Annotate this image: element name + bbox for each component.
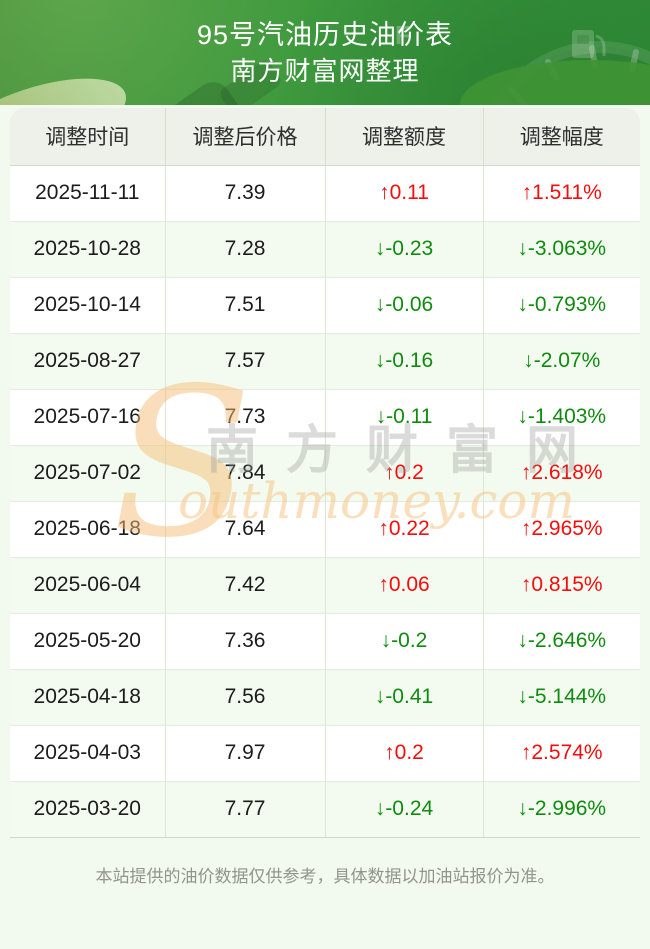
table-row: 2025-07-16 7.73 ↓-0.11 ↓-1.403% <box>10 389 640 446</box>
cell-change: ↑0.22 <box>325 501 484 558</box>
header-banner: F 95号汽油历史油价表 南方财富网整理 <box>0 0 650 105</box>
cell-date: 2025-08-27 <box>10 333 166 390</box>
cell-change: ↓-0.41 <box>325 669 484 726</box>
table-row: 2025-04-18 7.56 ↓-0.41 ↓-5.144% <box>10 669 640 726</box>
price-table-container: 调整时间 调整后价格 调整额度 调整幅度 2025-11-11 7.39 ↑0.11… <box>10 108 640 838</box>
svg-text:F: F <box>395 20 411 50</box>
cell-price: 7.73 <box>165 389 326 446</box>
cell-pct: ↓-5.144% <box>483 669 640 726</box>
cell-date: 2025-07-02 <box>10 445 166 502</box>
cell-pct: ↑1.511% <box>483 165 640 222</box>
cell-pct: ↓-1.403% <box>483 389 640 446</box>
cell-change: ↓-0.2 <box>325 613 484 670</box>
table-row: 2025-11-11 7.39 ↑0.11 ↑1.511% <box>10 165 640 222</box>
cell-price: 7.97 <box>165 725 326 782</box>
column-header-percent: 调整幅度 <box>483 108 640 166</box>
table-row: 2025-04-03 7.97 ↑0.2 ↑2.574% <box>10 725 640 782</box>
cell-date: 2025-07-16 <box>10 389 166 446</box>
cell-change: ↓-0.23 <box>325 221 484 278</box>
page-subtitle: 南方财富网整理 <box>230 56 420 86</box>
column-header-price: 调整后价格 <box>165 108 326 166</box>
cell-date: 2025-03-20 <box>10 781 166 838</box>
cell-price: 7.39 <box>165 165 326 222</box>
cell-pct: ↑2.965% <box>483 501 640 558</box>
cell-pct: ↓-2.646% <box>483 613 640 670</box>
price-table-header: 调整时间 调整后价格 调整额度 调整幅度 <box>10 108 640 166</box>
column-header-change: 调整额度 <box>325 108 484 166</box>
cell-pct: ↓-2.07% <box>483 333 640 390</box>
cell-date: 2025-11-11 <box>10 165 166 222</box>
cell-change: ↓-0.06 <box>325 277 484 334</box>
cell-change: ↓-0.11 <box>325 389 484 446</box>
cell-price: 7.64 <box>165 501 326 558</box>
fuel-pump-icon <box>572 30 606 58</box>
cell-price: 7.36 <box>165 613 326 670</box>
cell-pct: ↑2.618% <box>483 445 640 502</box>
fuel-nozzle-icon <box>36 61 281 105</box>
cell-change: ↓-0.24 <box>325 781 484 838</box>
column-header-date: 调整时间 <box>10 108 166 166</box>
cell-pct: ↓-3.063% <box>483 221 640 278</box>
cell-date: 2025-10-14 <box>10 277 166 334</box>
cell-pct: ↓-0.793% <box>483 277 640 334</box>
table-row: 2025-10-28 7.28 ↓-0.23 ↓-3.063% <box>10 221 640 278</box>
cell-date: 2025-04-18 <box>10 669 166 726</box>
table-row: 2025-06-04 7.42 ↑0.06 ↑0.815% <box>10 557 640 614</box>
price-table-body: 2025-11-11 7.39 ↑0.11 ↑1.511% 2025-10-28 7.28… <box>10 165 640 838</box>
cell-change: ↑0.2 <box>325 445 484 502</box>
cell-pct: ↑2.574% <box>483 725 640 782</box>
cell-change: ↑0.06 <box>325 557 484 614</box>
cell-change: ↓-0.16 <box>325 333 484 390</box>
cell-price: 7.42 <box>165 557 326 614</box>
table-row: 2025-10-14 7.51 ↓-0.06 ↓-0.793% <box>10 277 640 334</box>
cell-date: 2025-05-20 <box>10 613 166 670</box>
cell-price: 7.51 <box>165 277 326 334</box>
cell-date: 2025-06-18 <box>10 501 166 558</box>
cell-price: 7.56 <box>165 669 326 726</box>
cell-price: 7.77 <box>165 781 326 838</box>
cell-date: 2025-06-04 <box>10 557 166 614</box>
cell-pct: ↓-2.996% <box>483 781 640 838</box>
cell-price: 7.84 <box>165 445 326 502</box>
table-row: 2025-03-20 7.77 ↓-0.24 ↓-2.996% <box>10 781 640 838</box>
page-title: 95号汽油历史油价表 <box>196 20 454 50</box>
table-row: 2025-05-20 7.36 ↓-0.2 ↓-2.646% <box>10 613 640 670</box>
cell-change: ↑0.2 <box>325 725 484 782</box>
banner-text: 95号汽油历史油价表 南方财富网整理 <box>0 0 650 89</box>
cell-change: ↑0.11 <box>325 165 484 222</box>
table-row: 2025-07-02 7.84 ↑0.2 ↑2.618% <box>10 445 640 502</box>
price-table: 调整时间 调整后价格 调整额度 调整幅度 2025-11-11 7.39 ↑0.11… <box>10 108 640 838</box>
disclaimer-note: 本站提供的油价数据仅供参考，具体数据以加油站报价为准。 <box>95 866 555 886</box>
cell-date: 2025-04-03 <box>10 725 166 782</box>
cell-pct: ↑0.815% <box>483 557 640 614</box>
cell-date: 2025-10-28 <box>10 221 166 278</box>
cell-price: 7.57 <box>165 333 326 390</box>
table-row: 2025-08-27 7.57 ↓-0.16 ↓-2.07% <box>10 333 640 390</box>
table-row: 2025-06-18 7.64 ↑0.22 ↑2.965% <box>10 501 640 558</box>
cell-price: 7.28 <box>165 221 326 278</box>
